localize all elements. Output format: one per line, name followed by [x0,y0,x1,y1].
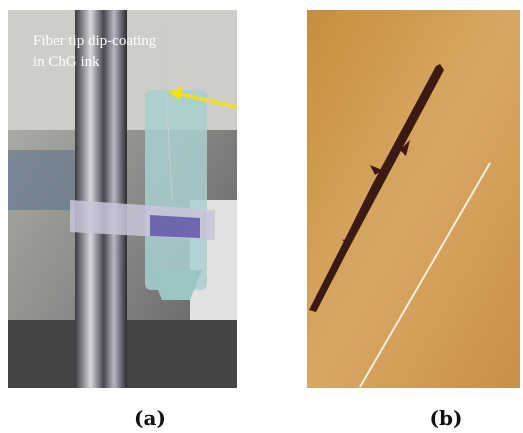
annotation: in ChG ink [33,54,100,70]
panel-label: (b) [430,406,463,430]
annotation: Fiber tip dip-coating [33,33,157,49]
photo-b [307,10,520,388]
panel-label: (a) [134,406,166,430]
photo-a: Fiber tip dip-coating in ChG ink [8,10,237,388]
